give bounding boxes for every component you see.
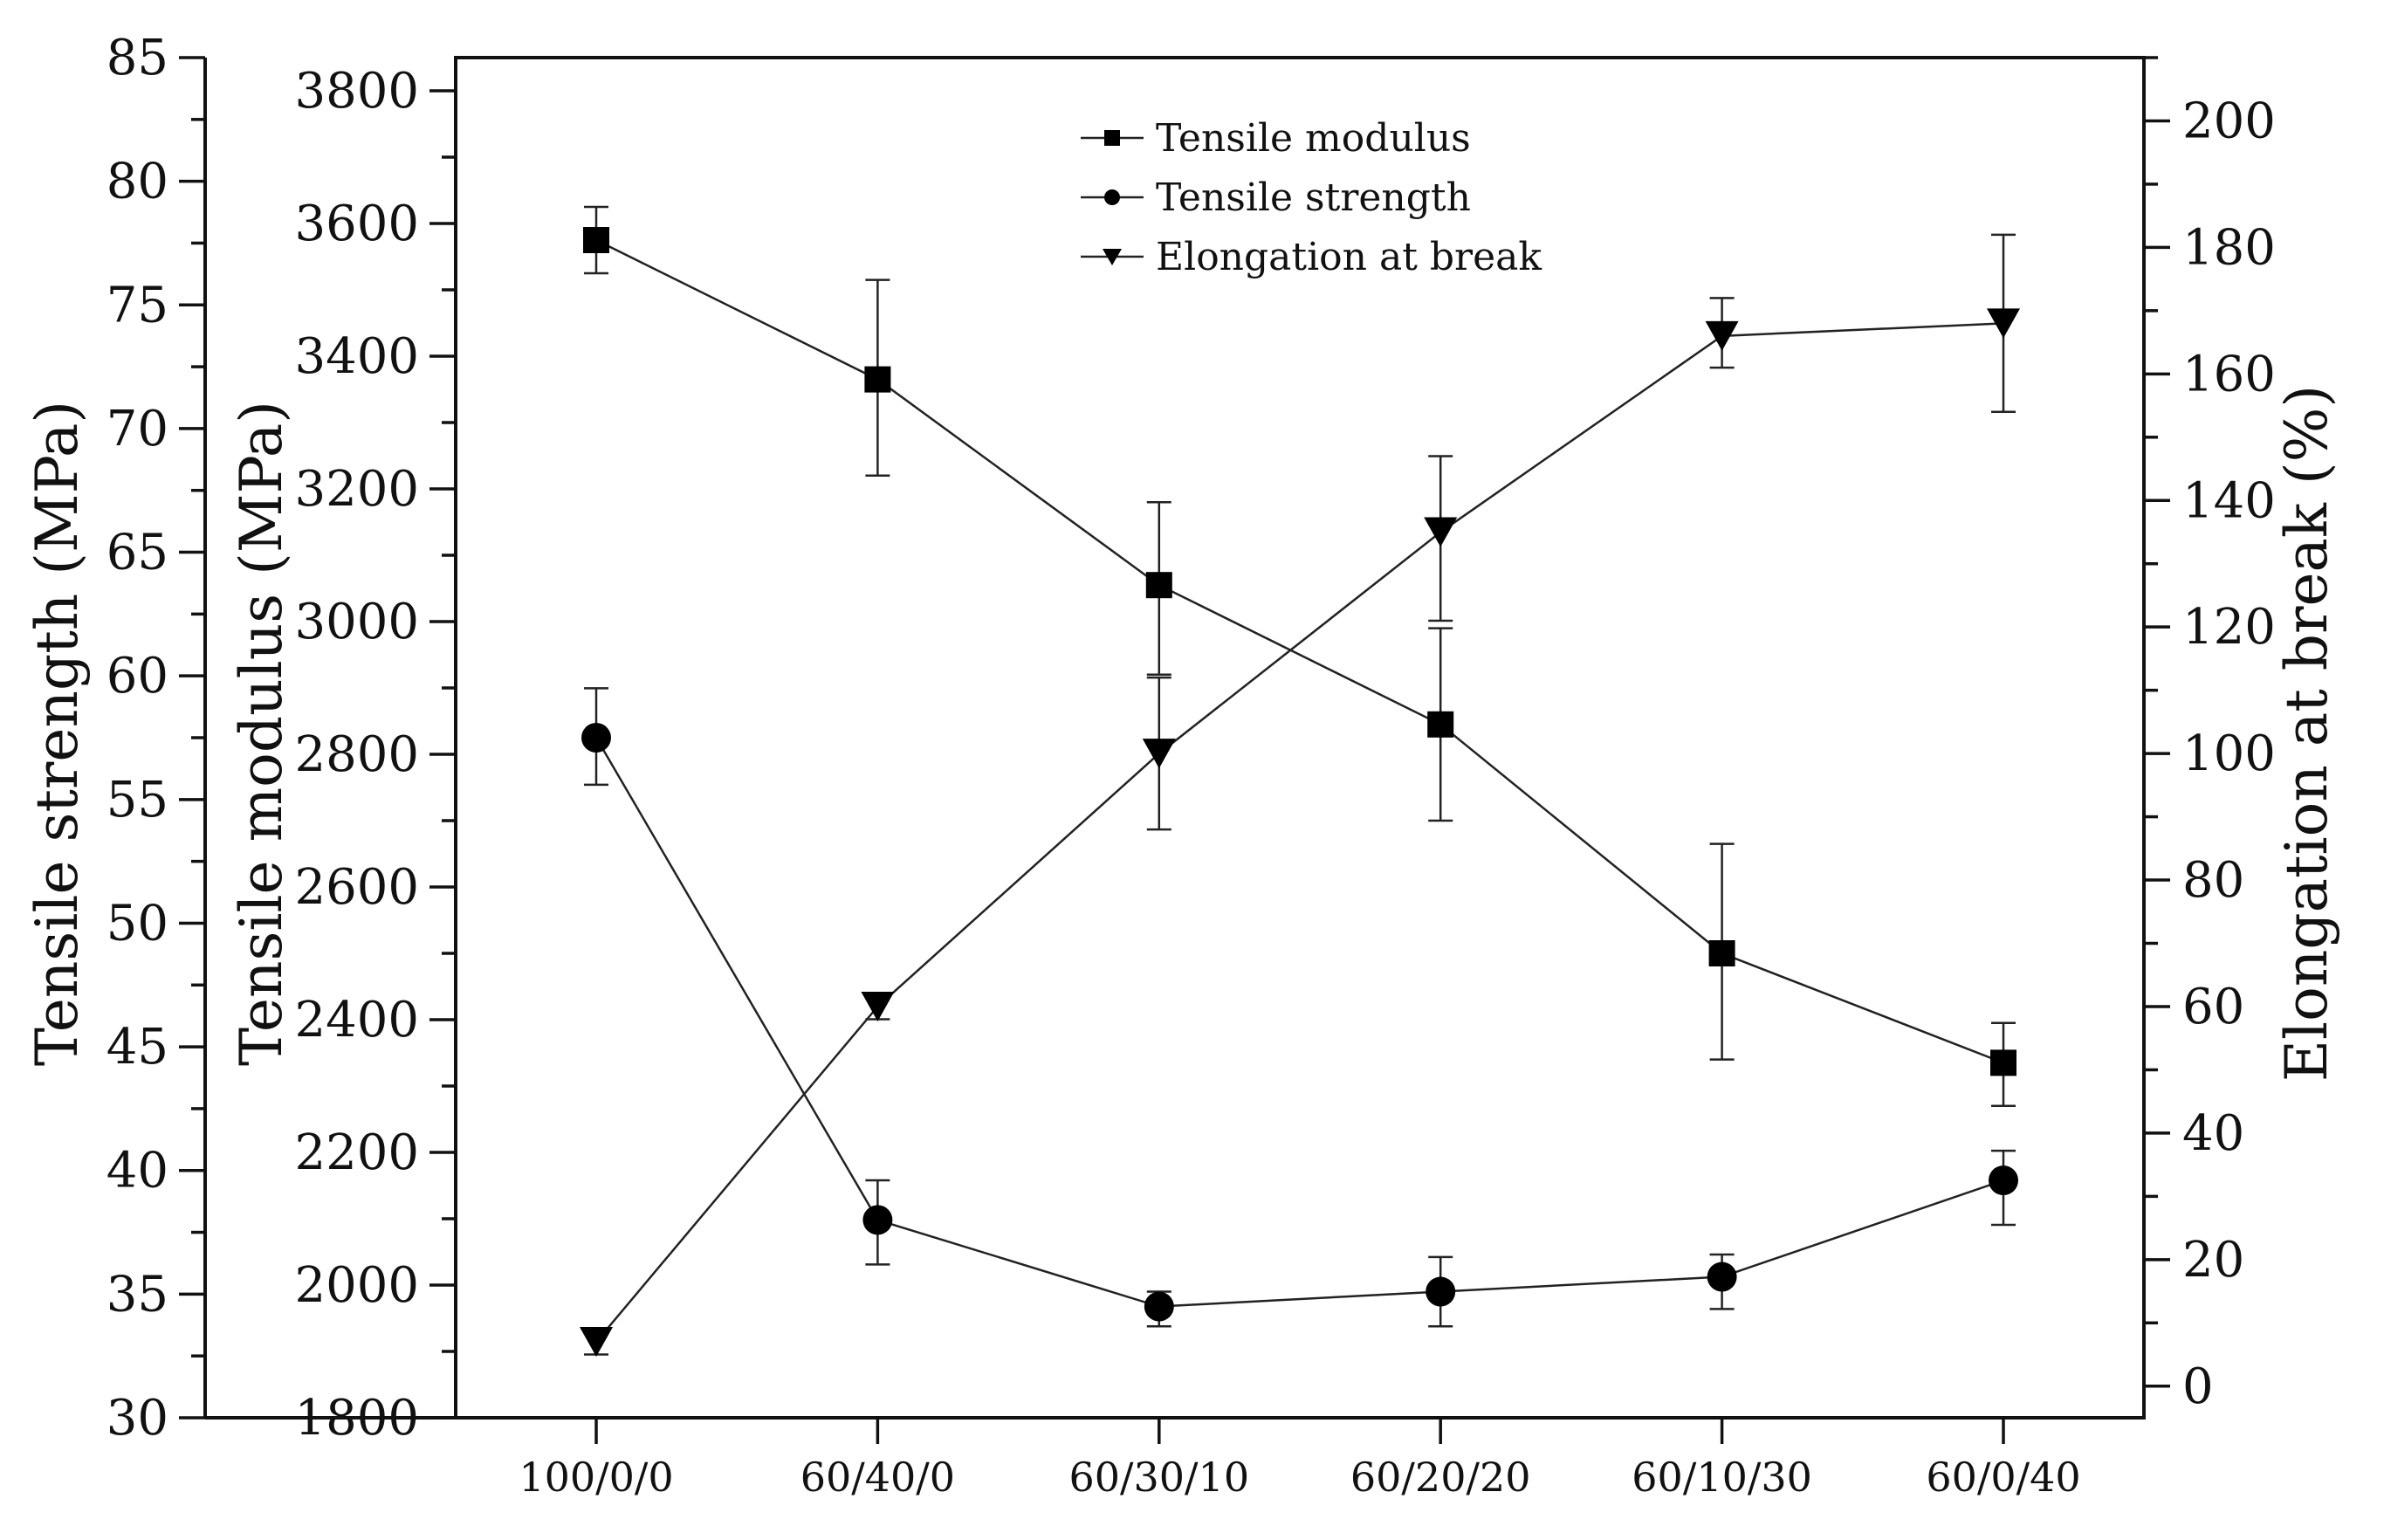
elongation-tick-label: 140 — [2182, 472, 2276, 529]
data-point-strength — [1989, 1165, 2018, 1196]
modulus-tick-label: 2800 — [294, 726, 419, 783]
legend-marker-modulus — [1104, 130, 1120, 146]
x-tick-label: 60/20/20 — [1350, 1454, 1531, 1501]
x-tick-label: 100/0/0 — [519, 1454, 673, 1501]
data-point-strength — [581, 723, 611, 753]
strength-tick-label: 50 — [106, 895, 168, 952]
elongation-tick-label: 0 — [2182, 1358, 2214, 1415]
series-line-strength — [594, 737, 2004, 1308]
plot-frame — [454, 56, 2146, 1420]
data-point-elongation — [1142, 739, 1176, 769]
legend-marker-strength — [1104, 189, 1120, 205]
x-tick-label: 60/0/40 — [1926, 1454, 2080, 1501]
x-tick-label: 60/40/0 — [800, 1454, 955, 1501]
elongation-tick-label: 160 — [2182, 346, 2276, 402]
modulus-tick-label: 3000 — [294, 594, 419, 650]
strength-tick-label: 75 — [106, 277, 168, 333]
series-line-elongation — [595, 322, 2004, 1343]
elongation-tick-label: 60 — [2182, 979, 2244, 1035]
strength-tick-label: 40 — [106, 1143, 168, 1200]
strength-tick-label: 30 — [106, 1390, 168, 1447]
axes-layer: 3035404550556065707580851800200022002400… — [24, 30, 2340, 1501]
data-point-elongation — [1705, 320, 1739, 351]
modulus-axis-title: Tensile modulus (MPa) — [228, 401, 295, 1066]
elongation-tick-label: 80 — [2182, 852, 2244, 909]
legend-marker-elongation — [1103, 249, 1122, 265]
series-strength — [581, 687, 2018, 1328]
strength-tick-label: 65 — [106, 525, 168, 581]
data-point-modulus — [1145, 572, 1172, 599]
series-line-modulus — [595, 238, 2004, 1064]
elongation-tick-label: 100 — [2182, 725, 2276, 782]
data-point-modulus — [1427, 711, 1454, 738]
x-tick-label: 60/10/30 — [1632, 1454, 1812, 1501]
elongation-tick-label: 180 — [2182, 219, 2276, 276]
elongation-tick-label: 40 — [2182, 1105, 2244, 1162]
elongation-tick-label: 120 — [2182, 599, 2276, 656]
strength-tick-label: 45 — [106, 1019, 168, 1076]
data-point-modulus — [583, 227, 609, 253]
modulus-tick-label: 3200 — [294, 461, 419, 518]
series-elongation — [580, 233, 2020, 1358]
legend-label-elongation: Elongation at break — [1156, 235, 1542, 279]
elongation-tick-label: 20 — [2182, 1232, 2244, 1289]
modulus-tick-label: 2200 — [294, 1124, 419, 1181]
modulus-tick-label: 3600 — [294, 196, 419, 252]
x-tick-label: 60/30/10 — [1068, 1454, 1249, 1501]
modulus-tick-label: 3800 — [294, 63, 419, 120]
modulus-tick-label: 2400 — [294, 992, 419, 1048]
data-point-modulus — [1990, 1049, 2016, 1076]
elongation-tick-label: 200 — [2182, 93, 2276, 149]
legend-label-strength: Tensile strength — [1156, 175, 1471, 220]
data-point-modulus — [864, 366, 891, 393]
data-point-modulus — [1708, 940, 1735, 966]
modulus-tick-label: 2600 — [294, 859, 419, 916]
series-modulus — [583, 205, 2016, 1108]
data-point-elongation — [861, 991, 895, 1021]
data-point-strength — [1144, 1291, 1174, 1322]
elongation-axis-title: Elongation at break (%) — [2273, 385, 2340, 1082]
legend-label-modulus: Tensile modulus — [1156, 116, 1471, 161]
data-point-elongation — [1987, 308, 2020, 339]
strength-axis-title: Tensile strength (MPa) — [24, 401, 91, 1066]
strength-tick-label: 70 — [106, 401, 168, 457]
modulus-tick-label: 1800 — [294, 1390, 419, 1447]
legend: Tensile modulus Tensile strength Elongatio… — [1081, 116, 1542, 279]
data-point-strength — [1426, 1276, 1456, 1307]
strength-tick-label: 35 — [106, 1266, 168, 1323]
series-layer — [580, 205, 2020, 1358]
strength-tick-label: 60 — [106, 648, 168, 705]
modulus-tick-label: 2000 — [294, 1257, 419, 1314]
strength-tick-label: 85 — [106, 30, 168, 86]
data-point-strength — [1707, 1262, 1737, 1292]
strength-tick-label: 55 — [106, 772, 168, 828]
data-point-elongation — [580, 1327, 613, 1358]
data-point-strength — [862, 1205, 893, 1235]
modulus-tick-label: 3400 — [294, 328, 419, 385]
data-point-elongation — [1424, 517, 1458, 547]
strength-tick-label: 80 — [106, 154, 168, 210]
